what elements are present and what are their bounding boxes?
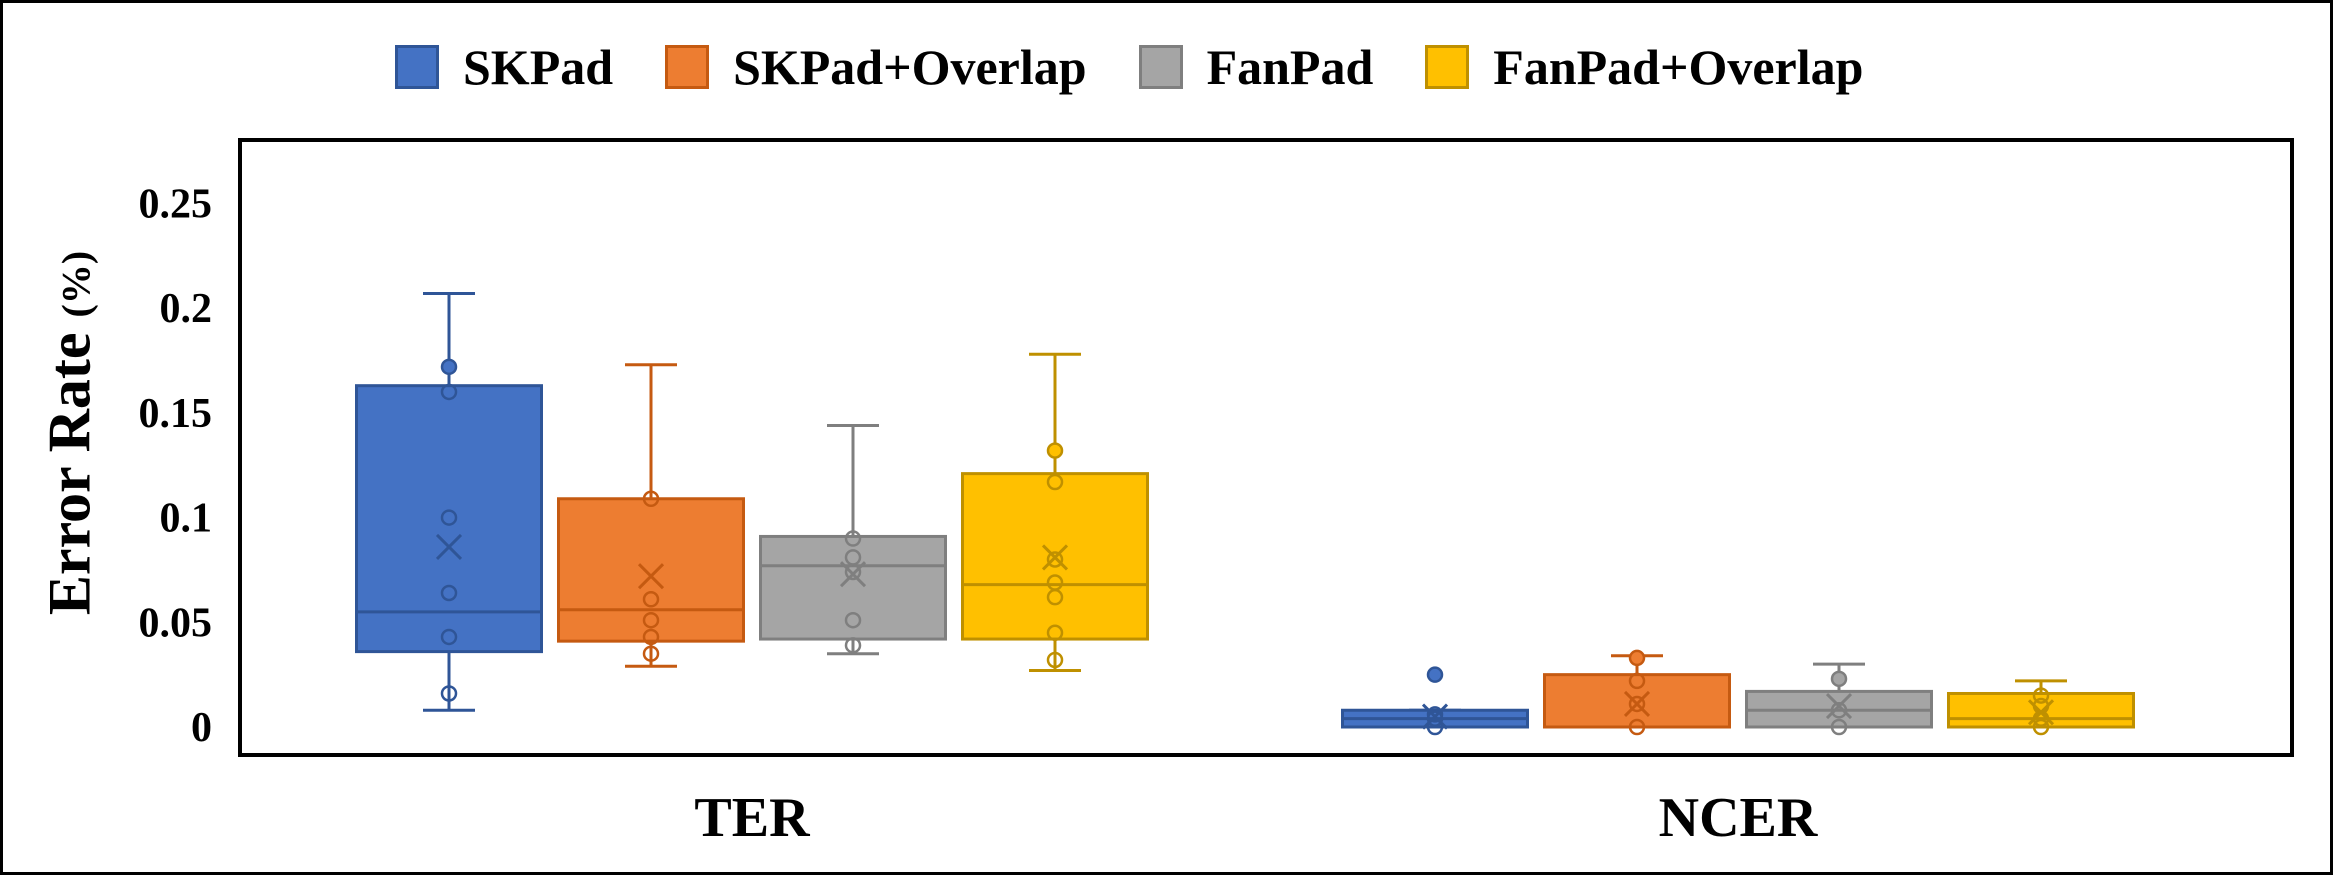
legend: SKPad SKPad+Overlap FanPad FanPad+Overla…	[395, 38, 1915, 96]
data-point-fanpad-ter	[844, 611, 862, 629]
legend-swatch-skpad	[395, 45, 439, 89]
legend-swatch-fanpad	[1138, 45, 1183, 89]
data-point-skpad-ncer	[1426, 666, 1444, 683]
data-point-skpad-overlap-ncer	[1628, 672, 1646, 690]
data-point-skpad-ter	[440, 358, 458, 376]
category-label: TER	[694, 787, 810, 849]
legend-item-skpad-overlap: SKPad+Overlap	[665, 38, 1087, 96]
y-tick-label: 0.2	[160, 286, 213, 332]
data-point-skpad-overlap-ncer	[1628, 649, 1646, 667]
data-point-fanpad-ncer	[1830, 718, 1848, 736]
data-point-fanpad-overlap-ter	[1046, 624, 1064, 642]
legend-swatch-fanpad-overlap	[1425, 45, 1470, 89]
box-skpad-ter	[355, 384, 543, 654]
data-point-fanpad-overlap-ncer	[2032, 687, 2050, 704]
data-point-skpad-overlap-ter	[642, 591, 660, 608]
data-point-skpad-ter	[440, 628, 458, 646]
mean-marker-b-skpad-ter	[435, 533, 463, 560]
legend-label-fanpad-overlap: FanPad+Overlap	[1493, 39, 1864, 95]
data-point-fanpad-overlap-ter	[1046, 442, 1064, 459]
box-skpad-overlap-ter	[557, 497, 745, 643]
legend-swatch-skpad-overlap	[665, 45, 710, 89]
legend-label-skpad: SKPad	[463, 39, 614, 95]
data-point-fanpad-overlap-ter	[1046, 651, 1064, 669]
data-point-skpad-ter	[440, 584, 458, 602]
data-point-skpad-overlap-ter	[642, 611, 660, 629]
mean-marker-b-fanpad-overlap-ter	[1041, 544, 1069, 571]
legend-item-fanpad: FanPad	[1138, 38, 1374, 96]
data-point-fanpad-overlap-ter	[1046, 473, 1064, 491]
data-point-skpad-ter	[440, 383, 458, 401]
mean-marker-b-skpad-overlap-ter	[637, 563, 665, 590]
y-tick-label: 0.05	[139, 600, 213, 646]
y-tick-label: 0.1	[160, 496, 213, 542]
legend-item-fanpad-overlap: FanPad+Overlap	[1425, 38, 1863, 96]
y-tick-label: 0.15	[139, 391, 213, 437]
mean-marker-b-fanpad-ncer	[1825, 692, 1853, 720]
category-label: NCER	[1659, 787, 1818, 849]
data-point-fanpad-overlap-ter	[1046, 574, 1064, 591]
data-point-fanpad-overlap-ncer	[2032, 718, 2050, 736]
plot-area	[238, 138, 2294, 757]
data-point-fanpad-ter	[844, 530, 862, 547]
data-point-fanpad-ter	[844, 549, 862, 566]
mean-marker-b-skpad-overlap-ncer	[1623, 690, 1651, 718]
data-point-skpad-ter	[440, 509, 458, 526]
data-point-skpad-ter	[440, 685, 458, 702]
data-point-skpad-ncer	[1426, 706, 1444, 723]
mean-marker-b-fanpad-overlap-ncer	[2027, 699, 2055, 726]
box-skpad-overlap-ncer	[1543, 673, 1731, 729]
mean-marker-b-skpad-ncer	[1421, 703, 1449, 730]
data-point-skpad-overlap-ter	[642, 645, 660, 662]
data-point-skpad-overlap-ncer	[1628, 695, 1646, 713]
data-point-fanpad-overlap-ter	[1046, 551, 1064, 568]
data-point-skpad-overlap-ter	[642, 490, 660, 508]
data-point-fanpad-ncer	[1830, 670, 1848, 688]
data-point-fanpad-ncer	[1830, 701, 1848, 719]
y-tick-label: 0.25	[139, 182, 213, 228]
legend-label-fanpad: FanPad	[1206, 39, 1374, 95]
data-point-skpad-overlap-ter	[642, 628, 660, 646]
data-point-skpad-ncer	[1426, 718, 1444, 736]
data-point-fanpad-ter	[844, 637, 862, 654]
box-fanpad-ter	[759, 534, 947, 641]
legend-label-skpad-overlap: SKPad+Overlap	[733, 39, 1087, 95]
legend-item-skpad: SKPad	[395, 38, 613, 96]
y-tick-label: 0	[191, 705, 212, 751]
data-point-skpad-overlap-ncer	[1628, 718, 1646, 736]
mean-marker-b-fanpad-ter	[839, 561, 867, 588]
